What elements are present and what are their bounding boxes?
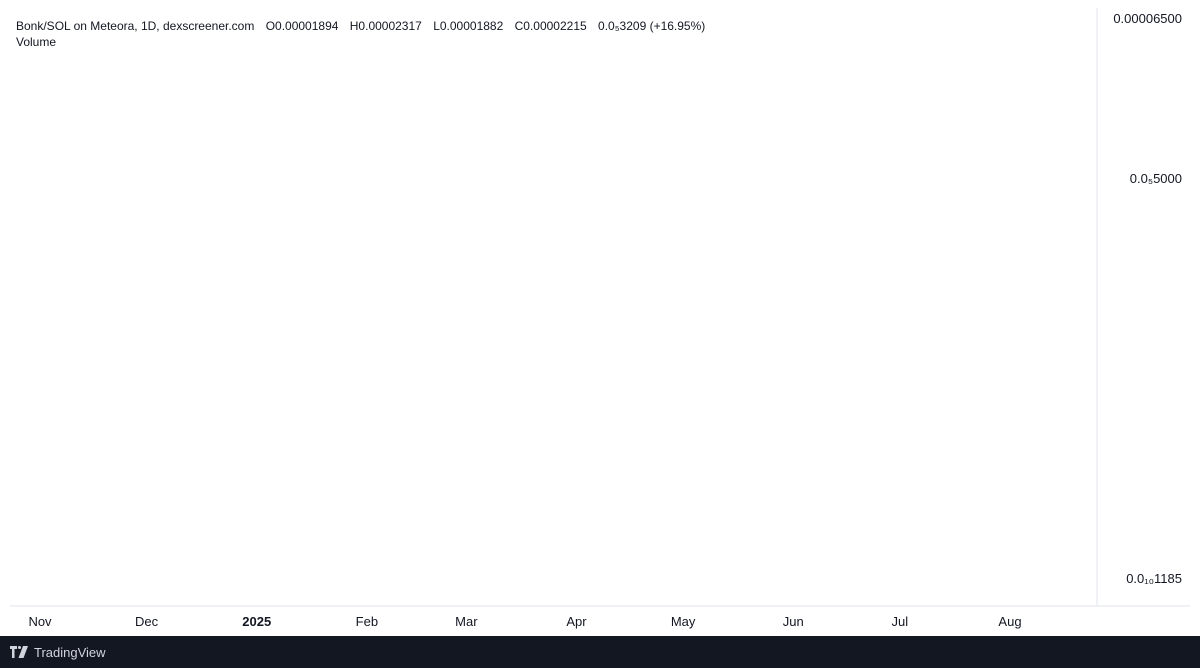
change-value: 0.0₅3209 (+16.95%) xyxy=(598,19,706,33)
price-chart[interactable]: 0.000059610.000040090.000022150.00006500… xyxy=(10,8,1190,636)
x-tick-label: Feb xyxy=(356,614,378,629)
x-tick-label: Jul xyxy=(892,614,909,629)
symbol-title[interactable]: Bonk/SOL on Meteora, 1D, dexscreener.com xyxy=(16,19,255,33)
volume-label[interactable]: Volume xyxy=(16,35,57,49)
x-tick-label: Apr xyxy=(566,614,587,629)
low-value: L0.00001882 xyxy=(433,19,504,33)
x-tick-label: 2025 xyxy=(242,614,271,629)
x-tick-label: Aug xyxy=(998,614,1021,629)
chart-legend: Bonk/SOL on Meteora, 1D, dexscreener.com… xyxy=(16,18,705,50)
close-value: C0.00002215 xyxy=(514,19,587,33)
x-tick-label: Dec xyxy=(135,614,159,629)
footer-bar: TradingView xyxy=(0,636,1200,668)
x-tick-label: Mar xyxy=(455,614,478,629)
x-tick-label: Jun xyxy=(783,614,804,629)
y-tick-label: 0.0₅5000 xyxy=(1130,171,1182,186)
high-value: H0.00002317 xyxy=(349,19,422,33)
open-value: O0.00001894 xyxy=(265,19,339,33)
y-tick-label: 0.00006500 xyxy=(1113,11,1182,26)
x-tick-label: May xyxy=(671,614,696,629)
y-tick-label: 0.0₁₀1185 xyxy=(1126,571,1182,586)
chart-frame: 0.000059610.000040090.000022150.00006500… xyxy=(10,8,1190,636)
legend-line-volume: Volume xyxy=(16,34,705,50)
tradingview-logo-icon xyxy=(10,646,28,658)
legend-line-symbol: Bonk/SOL on Meteora, 1D, dexscreener.com… xyxy=(16,18,705,34)
x-tick-label: Nov xyxy=(28,614,52,629)
tradingview-logo[interactable]: TradingView xyxy=(10,644,106,660)
tradingview-wordmark: TradingView xyxy=(34,644,106,660)
